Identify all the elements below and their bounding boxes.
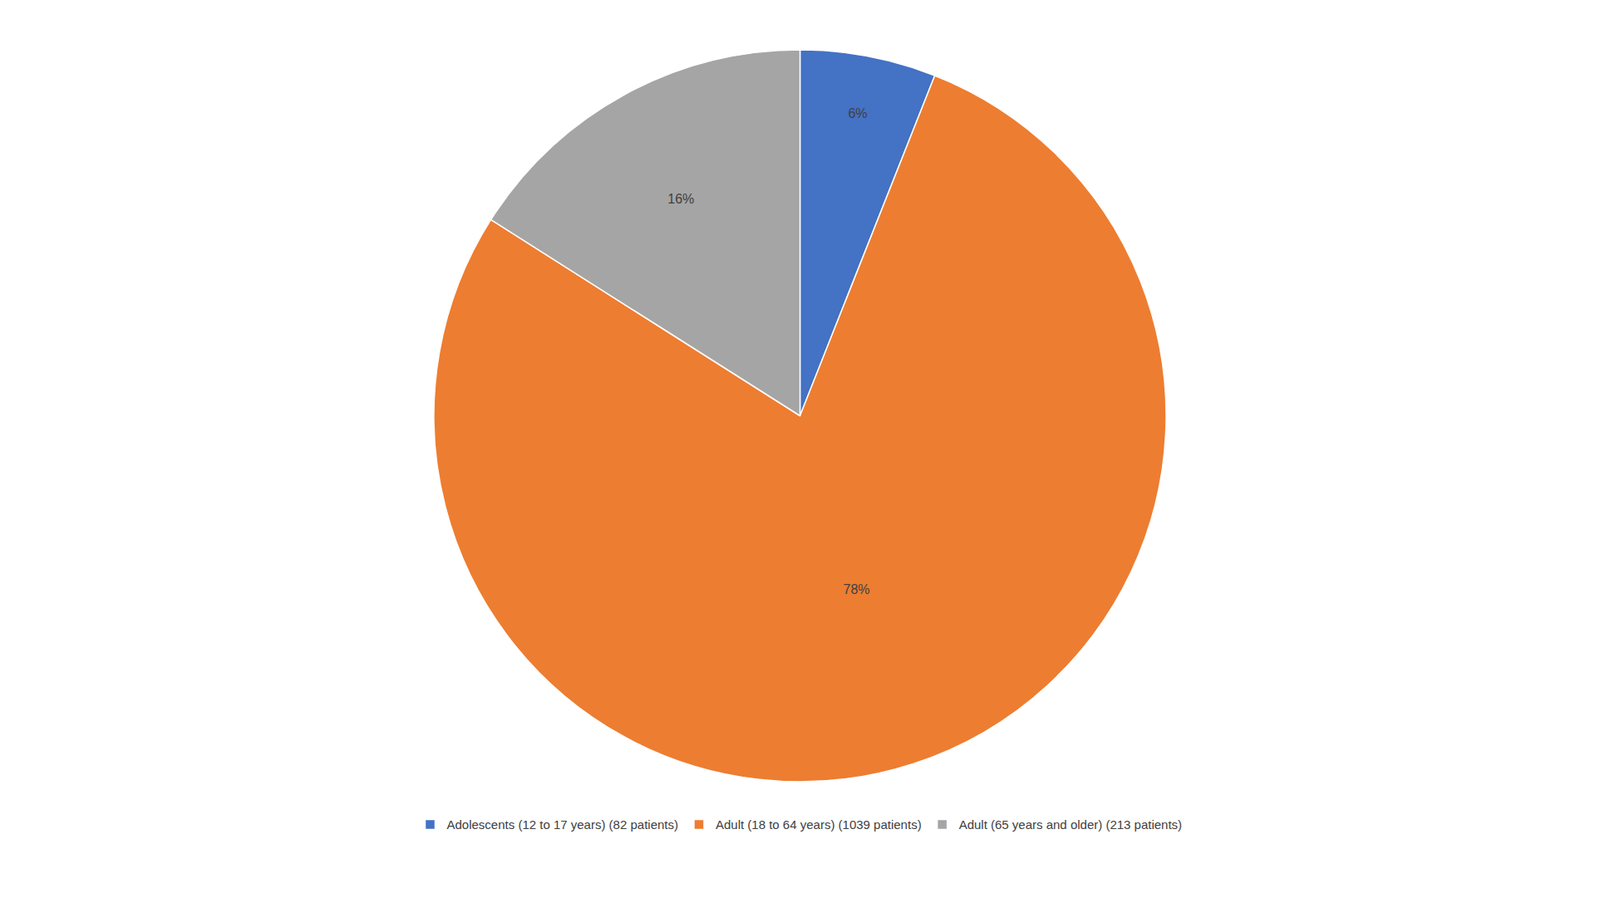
svg-text:Adolescents (12 to 17 years) (: Adolescents (12 to 17 years) (82 patient…	[447, 817, 679, 832]
svg-text:6%: 6%	[847, 106, 867, 121]
svg-text:78%: 78%	[843, 582, 871, 597]
svg-text:Adult (65 years and older) (21: Adult (65 years and older) (213 patients…	[959, 817, 1182, 832]
svg-text:Adult (18 to 64 years) (1039 p: Adult (18 to 64 years) (1039 patients)	[715, 817, 922, 832]
svg-text:16%: 16%	[667, 192, 695, 207]
